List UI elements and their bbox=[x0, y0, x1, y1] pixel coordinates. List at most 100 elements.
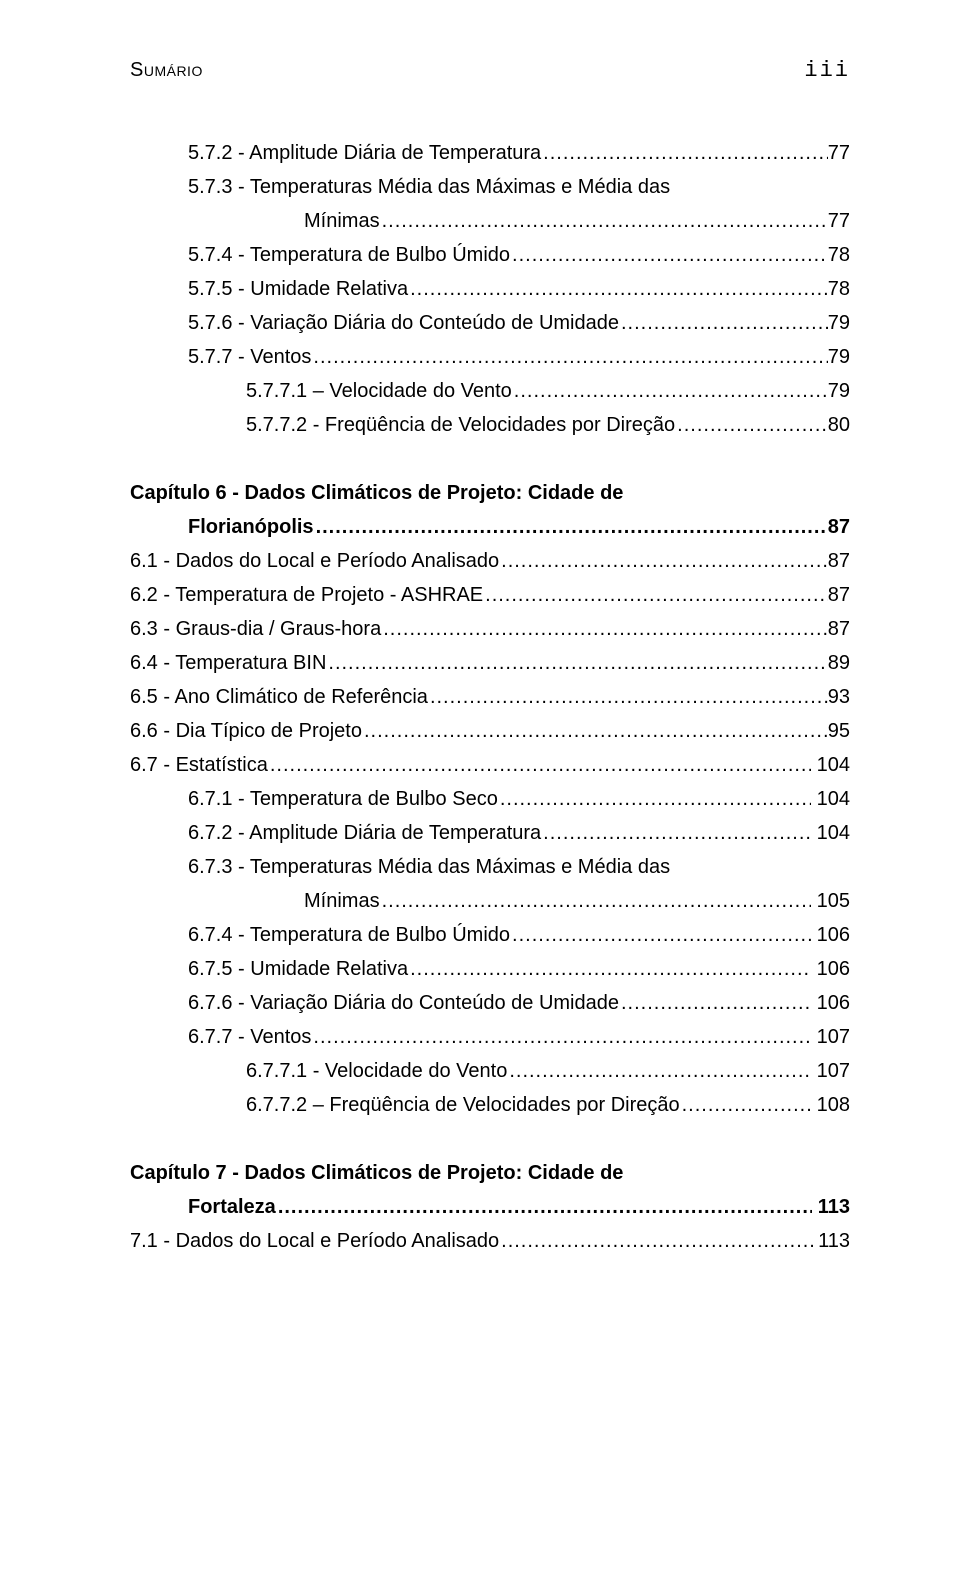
toc-entry: Mínimas 105 bbox=[130, 891, 850, 911]
toc-entry-page: 113 bbox=[813, 1231, 850, 1251]
toc-entry-label: 6.4 - Temperatura BIN bbox=[130, 653, 326, 673]
toc-entry-page: 106 bbox=[811, 959, 850, 979]
toc-entry-label: Mínimas bbox=[304, 211, 380, 231]
toc-leader-dots bbox=[483, 585, 828, 605]
toc-leader-dots bbox=[499, 551, 828, 571]
toc-entry-page: 87 bbox=[828, 585, 850, 605]
header-section-label: Sumário bbox=[130, 59, 203, 82]
toc-entry: Mínimas 77 bbox=[130, 211, 850, 231]
toc-entry: 5.7.4 - Temperatura de Bulbo Úmido 78 bbox=[130, 245, 850, 265]
toc-leader-dots bbox=[619, 313, 828, 333]
toc-entry-label: 5.7.7.1 – Velocidade do Vento bbox=[246, 381, 512, 401]
toc-entry: Florianópolis 87 bbox=[130, 517, 850, 537]
header-page-number: iii bbox=[804, 58, 850, 83]
toc-entry: 6.7.4 - Temperatura de Bulbo Úmido 106 bbox=[130, 925, 850, 945]
toc-leader-dots bbox=[510, 925, 811, 945]
toc-entry-label: 6.5 - Ano Climático de Referência bbox=[130, 687, 428, 707]
toc-leader-dots bbox=[362, 721, 828, 741]
toc-entry: Capítulo 7 - Dados Climáticos de Projeto… bbox=[130, 1163, 850, 1183]
toc-leader-dots bbox=[428, 687, 828, 707]
toc-entry-label: 6.7.6 - Variação Diária do Conteúdo de U… bbox=[188, 993, 619, 1013]
toc-entry: 5.7.6 - Variação Diária do Conteúdo de U… bbox=[130, 313, 850, 333]
toc-entry: 5.7.7 - Ventos 79 bbox=[130, 347, 850, 367]
toc-leader-dots bbox=[408, 959, 811, 979]
toc-entry-page: 105 bbox=[811, 891, 850, 911]
toc-leader-dots bbox=[498, 789, 811, 809]
toc-entry-label: 6.7.7.2 – Freqüência de Velocidades por … bbox=[246, 1095, 680, 1115]
toc-entry-page: 107 bbox=[811, 1061, 850, 1081]
toc-entry-page: 95 bbox=[828, 721, 850, 741]
toc-entry: 6.7.7.2 – Freqüência de Velocidades por … bbox=[130, 1095, 850, 1115]
toc-leader-dots bbox=[311, 1027, 811, 1047]
toc-entry-page: 87 bbox=[828, 619, 850, 639]
toc-leader-dots bbox=[510, 245, 828, 265]
toc-entry-page: 107 bbox=[811, 1027, 850, 1047]
toc-entry-label: Fortaleza bbox=[188, 1197, 276, 1217]
toc-entry-label: 5.7.7.2 - Freqüência de Velocidades por … bbox=[246, 415, 675, 435]
toc-leader-dots bbox=[499, 1231, 812, 1251]
page-header: Sumário iii bbox=[130, 58, 850, 83]
toc-entry-page: 104 bbox=[811, 755, 850, 775]
toc-entry-page: 79 bbox=[828, 347, 850, 367]
toc-entry: 6.4 - Temperatura BIN89 bbox=[130, 653, 850, 673]
table-of-contents: 5.7.2 - Amplitude Diária de Temperatura 7… bbox=[130, 143, 850, 1251]
toc-entry-page: 104 bbox=[811, 823, 850, 843]
toc-entry-label: 5.7.4 - Temperatura de Bulbo Úmido bbox=[188, 245, 510, 265]
toc-entry-label: Florianópolis bbox=[188, 517, 314, 537]
toc-entry-label: 6.3 - Graus-dia / Graus-hora bbox=[130, 619, 381, 639]
toc-entry: 5.7.2 - Amplitude Diária de Temperatura 7… bbox=[130, 143, 850, 163]
toc-leader-dots bbox=[326, 653, 827, 673]
toc-section-gap bbox=[130, 1129, 850, 1163]
toc-entry: 6.7 - Estatística 104 bbox=[130, 755, 850, 775]
toc-entry-label: 5.7.3 - Temperaturas Média das Máximas e… bbox=[188, 176, 670, 198]
toc-entry-label: 6.6 - Dia Típico de Projeto bbox=[130, 721, 362, 741]
toc-entry: 5.7.7.1 – Velocidade do Vento 79 bbox=[130, 381, 850, 401]
toc-leader-dots bbox=[675, 415, 828, 435]
toc-leader-dots bbox=[680, 1095, 811, 1115]
toc-entry: 6.7.3 - Temperaturas Média das Máximas e… bbox=[130, 857, 850, 877]
toc-leader-dots bbox=[619, 993, 811, 1013]
toc-entry-label: 6.7.7 - Ventos bbox=[188, 1027, 311, 1047]
toc-entry: 6.7.5 - Umidade Relativa 106 bbox=[130, 959, 850, 979]
toc-entry-page: 78 bbox=[828, 245, 850, 265]
toc-leader-dots bbox=[512, 381, 828, 401]
toc-entry-page: 106 bbox=[811, 925, 850, 945]
toc-entry-label: 6.2 - Temperatura de Projeto - ASHRAE bbox=[130, 585, 483, 605]
toc-entry: 5.7.5 - Umidade Relativa78 bbox=[130, 279, 850, 299]
toc-entry-page: 113 bbox=[812, 1197, 850, 1217]
toc-entry: 5.7.3 - Temperaturas Média das Máximas e… bbox=[130, 177, 850, 197]
toc-entry: 5.7.7.2 - Freqüência de Velocidades por … bbox=[130, 415, 850, 435]
toc-entry-label: 5.7.2 - Amplitude Diária de Temperatura bbox=[188, 143, 541, 163]
toc-entry-page: 87 bbox=[828, 551, 850, 571]
toc-entry-page: 79 bbox=[828, 313, 850, 333]
toc-entry: 6.7.7 - Ventos 107 bbox=[130, 1027, 850, 1047]
toc-entry-label: 5.7.6 - Variação Diária do Conteúdo de U… bbox=[188, 313, 619, 333]
toc-entry-page: 77 bbox=[828, 143, 850, 163]
toc-entry-label: Capítulo 6 - Dados Climáticos de Projeto… bbox=[130, 482, 623, 504]
toc-section-gap bbox=[130, 449, 850, 483]
toc-entry: 6.7.1 - Temperatura de Bulbo Seco 104 bbox=[130, 789, 850, 809]
toc-entry-label: 5.7.7 - Ventos bbox=[188, 347, 311, 367]
toc-leader-dots bbox=[276, 1197, 812, 1217]
toc-entry-page: 79 bbox=[828, 381, 850, 401]
toc-entry-page: 106 bbox=[811, 993, 850, 1013]
toc-entry-label: 7.1 - Dados do Local e Período Analisado bbox=[130, 1231, 499, 1251]
toc-entry: 6.3 - Graus-dia / Graus-hora 87 bbox=[130, 619, 850, 639]
toc-leader-dots bbox=[408, 279, 828, 299]
toc-entry: 7.1 - Dados do Local e Período Analisado… bbox=[130, 1231, 850, 1251]
toc-entry-page: 87 bbox=[828, 517, 850, 537]
toc-entry-label: 6.7.4 - Temperatura de Bulbo Úmido bbox=[188, 925, 510, 945]
toc-leader-dots bbox=[311, 347, 827, 367]
toc-entry: Capítulo 6 - Dados Climáticos de Projeto… bbox=[130, 483, 850, 503]
toc-entry-label: 6.7.3 - Temperaturas Média das Máximas e… bbox=[188, 856, 670, 878]
toc-entry-label: 6.7.7.1 - Velocidade do Vento bbox=[246, 1061, 507, 1081]
toc-entry: 6.2 - Temperatura de Projeto - ASHRAE 87 bbox=[130, 585, 850, 605]
toc-leader-dots bbox=[507, 1061, 811, 1081]
toc-entry-label: 6.7.2 - Amplitude Diária de Temperatura bbox=[188, 823, 541, 843]
toc-entry-page: 77 bbox=[828, 211, 850, 231]
document-page: Sumário iii 5.7.2 - Amplitude Diária de … bbox=[0, 0, 960, 1590]
toc-entry: 6.7.2 - Amplitude Diária de Temperatura … bbox=[130, 823, 850, 843]
toc-entry-page: 108 bbox=[811, 1095, 850, 1115]
toc-entry-label: 6.7.5 - Umidade Relativa bbox=[188, 959, 408, 979]
toc-entry-label: 6.1 - Dados do Local e Período Analisado bbox=[130, 551, 499, 571]
